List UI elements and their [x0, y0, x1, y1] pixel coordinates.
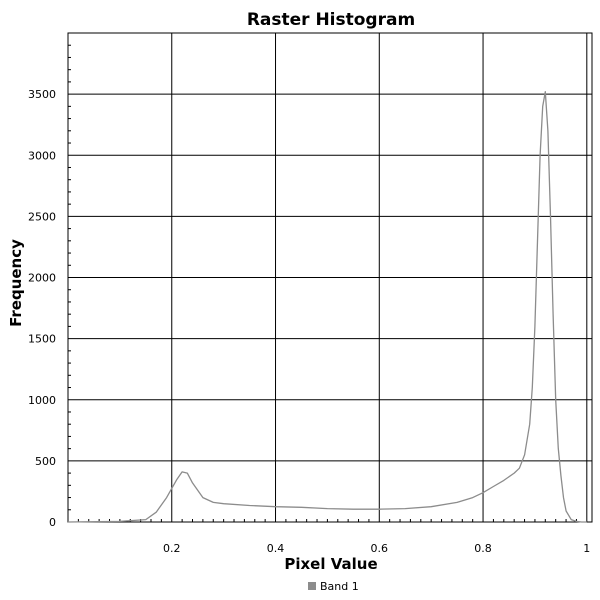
y-tick-label: 1000 — [28, 394, 56, 407]
x-tick-label: 1 — [583, 542, 590, 555]
legend: Band 1 — [308, 580, 359, 593]
plot-area: 0 500 1000 1500 2000 2500 3000 3500 0.2 0.4 0.6 0.8… — [28, 32, 593, 555]
y-tick-label: 0 — [49, 516, 56, 529]
y-tick-label: 3000 — [28, 149, 56, 162]
y-tick-label: 2500 — [28, 210, 56, 223]
x-tick-label: 0.4 — [267, 542, 285, 555]
legend-label-band-1: Band 1 — [320, 580, 359, 593]
x-tick-label: 0.2 — [163, 542, 181, 555]
chart-title: Raster Histogram — [247, 10, 415, 30]
x-tick-label: 0.8 — [474, 542, 492, 555]
y-tick-label: 1500 — [28, 333, 56, 346]
y-axis-label: Frequency — [7, 239, 25, 327]
y-tick-label: 3500 — [28, 88, 56, 101]
x-axis-label: Pixel Value — [284, 555, 377, 573]
series-line-band-1 — [67, 91, 587, 523]
y-tick-label: 2000 — [28, 272, 56, 285]
y-tick-label: 500 — [35, 455, 56, 468]
x-tick-label: 0.6 — [371, 542, 389, 555]
legend-swatch-band-1 — [308, 582, 316, 590]
